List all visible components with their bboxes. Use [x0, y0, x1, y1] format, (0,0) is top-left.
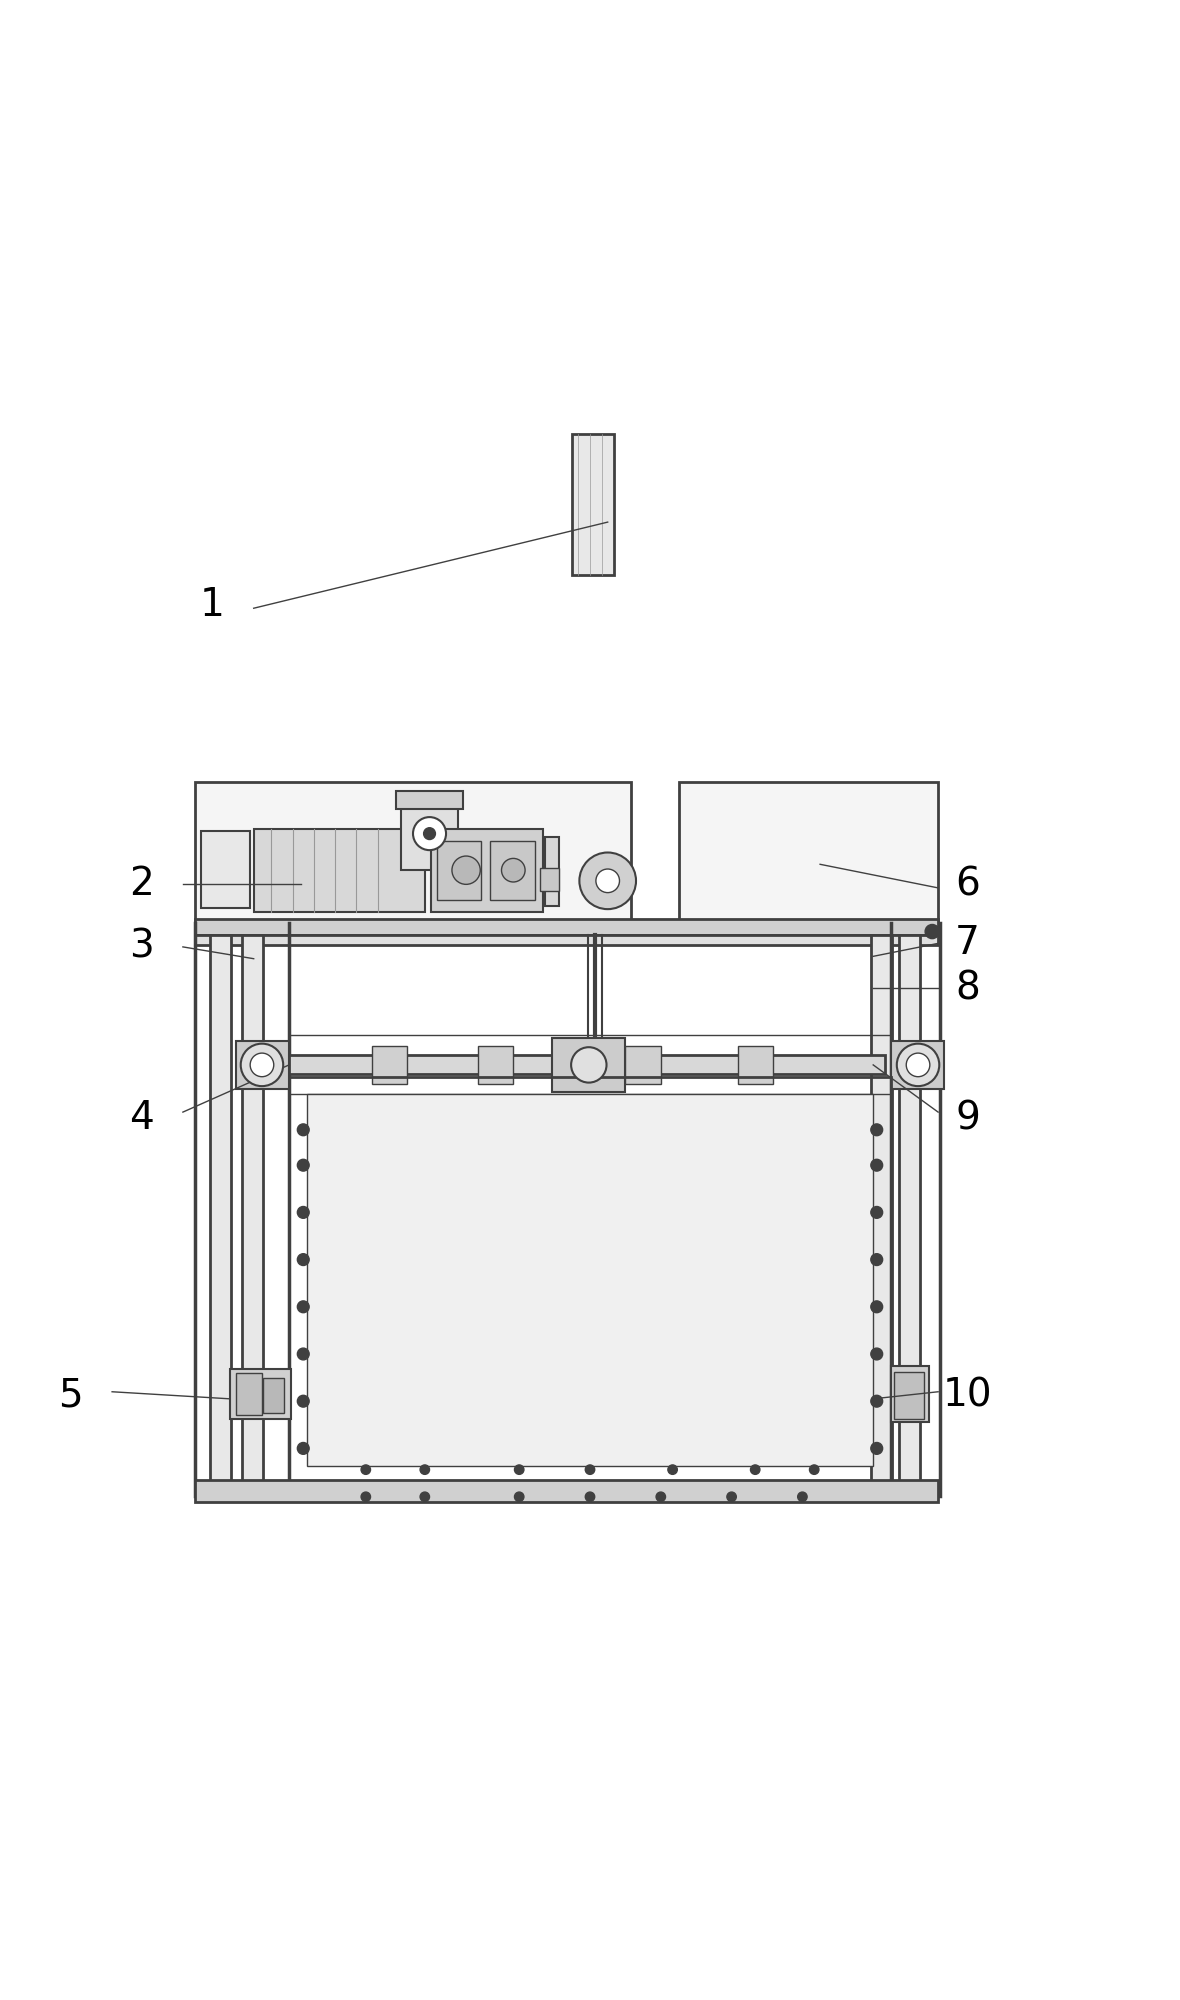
Bar — [307, 1094, 873, 1466]
Circle shape — [871, 1254, 883, 1266]
Circle shape — [452, 856, 480, 884]
Text: 8: 8 — [956, 970, 979, 1008]
Bar — [254, 828, 425, 912]
Bar — [891, 1042, 944, 1088]
Circle shape — [514, 1464, 524, 1474]
Circle shape — [727, 1492, 736, 1502]
Bar — [490, 840, 535, 900]
Circle shape — [241, 1044, 283, 1086]
Circle shape — [571, 1048, 607, 1082]
Text: 6: 6 — [955, 866, 981, 904]
Circle shape — [297, 1124, 309, 1136]
Bar — [738, 1046, 773, 1084]
Bar — [230, 1370, 291, 1418]
Circle shape — [925, 924, 939, 938]
Bar — [236, 1372, 262, 1416]
Bar — [478, 1046, 513, 1084]
Bar — [195, 918, 938, 936]
Bar — [289, 1056, 885, 1074]
Circle shape — [361, 1492, 371, 1502]
Circle shape — [297, 1254, 309, 1266]
Circle shape — [585, 1492, 595, 1502]
Bar — [210, 936, 231, 1496]
Text: 5: 5 — [59, 1376, 83, 1414]
Circle shape — [297, 1348, 309, 1360]
Text: 4: 4 — [130, 1100, 153, 1136]
Bar — [242, 936, 263, 1496]
Circle shape — [871, 1396, 883, 1408]
Circle shape — [424, 828, 435, 840]
Bar — [552, 1038, 625, 1092]
Bar — [201, 832, 250, 908]
Text: 9: 9 — [955, 1100, 981, 1136]
Circle shape — [668, 1464, 677, 1474]
Circle shape — [871, 1442, 883, 1454]
Circle shape — [297, 1300, 309, 1312]
Bar — [289, 1076, 891, 1484]
Circle shape — [871, 1206, 883, 1218]
Circle shape — [585, 1464, 595, 1474]
Bar — [899, 936, 920, 1496]
Bar — [625, 1046, 661, 1084]
Circle shape — [413, 818, 446, 850]
Bar — [396, 792, 463, 808]
Text: 10: 10 — [943, 1376, 992, 1414]
Circle shape — [297, 1160, 309, 1172]
Bar — [540, 868, 559, 892]
Text: 2: 2 — [130, 866, 153, 904]
Bar — [572, 434, 614, 576]
Circle shape — [906, 1054, 930, 1076]
Circle shape — [297, 1396, 309, 1408]
Bar — [401, 798, 458, 870]
Circle shape — [750, 1464, 760, 1474]
Circle shape — [297, 1442, 309, 1454]
Circle shape — [502, 858, 525, 882]
Text: 1: 1 — [199, 586, 225, 624]
Circle shape — [871, 1124, 883, 1136]
Bar — [263, 1378, 284, 1412]
Circle shape — [250, 1054, 274, 1076]
Text: 3: 3 — [130, 928, 153, 966]
Circle shape — [656, 1492, 666, 1502]
Circle shape — [871, 1348, 883, 1360]
Bar — [437, 840, 481, 900]
Bar — [372, 1046, 407, 1084]
Circle shape — [871, 1300, 883, 1312]
Text: 7: 7 — [955, 924, 981, 962]
Bar — [195, 782, 631, 924]
Circle shape — [420, 1464, 430, 1474]
Circle shape — [361, 1464, 371, 1474]
Circle shape — [798, 1492, 807, 1502]
Bar — [545, 838, 559, 906]
Circle shape — [579, 852, 636, 910]
Bar — [431, 828, 543, 912]
Bar — [678, 782, 938, 924]
Circle shape — [897, 1044, 939, 1086]
Circle shape — [871, 1160, 883, 1172]
Circle shape — [596, 870, 620, 892]
Bar — [894, 1372, 924, 1418]
Circle shape — [809, 1464, 819, 1474]
Circle shape — [514, 1492, 524, 1502]
Circle shape — [420, 1492, 430, 1502]
Bar — [871, 936, 892, 1496]
Bar — [195, 936, 938, 944]
Circle shape — [297, 1206, 309, 1218]
Bar — [195, 1480, 938, 1502]
Bar — [891, 1366, 929, 1422]
Bar — [236, 1042, 289, 1088]
